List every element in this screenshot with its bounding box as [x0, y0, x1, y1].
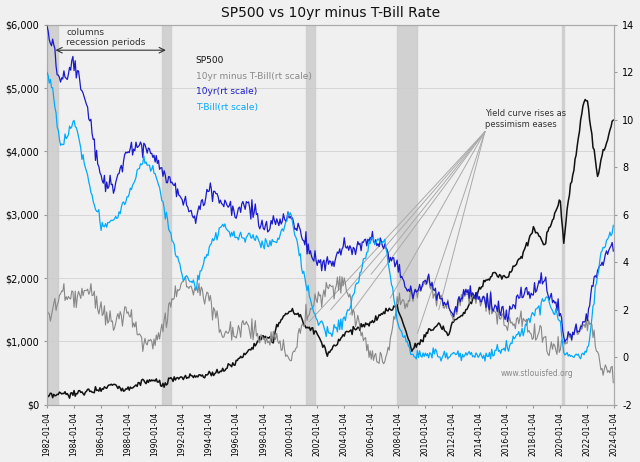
- Bar: [162, 25, 171, 405]
- Text: 10yr minus T-Bill(rt scale): 10yr minus T-Bill(rt scale): [196, 72, 312, 81]
- Text: www.stlouisfed.org: www.stlouisfed.org: [501, 369, 573, 378]
- Title: SP500 vs 10yr minus T-Bill Rate: SP500 vs 10yr minus T-Bill Rate: [221, 6, 440, 19]
- Bar: [306, 25, 315, 405]
- Text: 10yr(rt scale): 10yr(rt scale): [196, 87, 257, 97]
- Text: Yield curve rises as
pessimism eases: Yield curve rises as pessimism eases: [485, 109, 566, 128]
- Text: T-Bill(rt scale): T-Bill(rt scale): [196, 103, 258, 112]
- Text: columns
recession periods: columns recession periods: [66, 28, 145, 47]
- Text: SP500: SP500: [196, 56, 224, 65]
- Bar: [397, 25, 417, 405]
- Bar: [561, 25, 564, 405]
- Bar: [47, 25, 58, 405]
